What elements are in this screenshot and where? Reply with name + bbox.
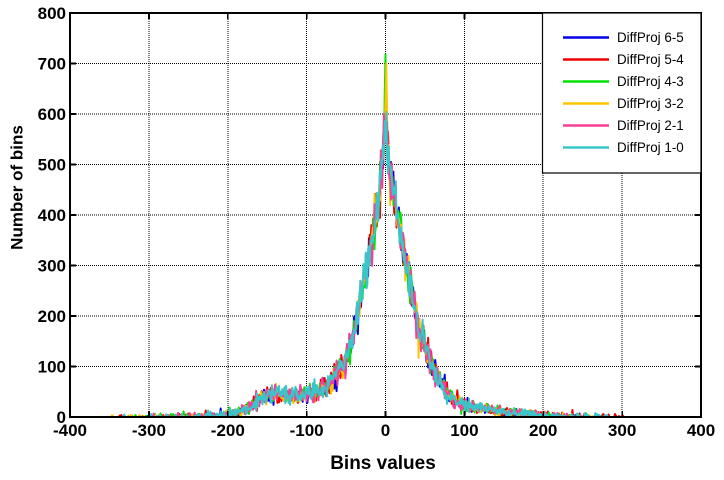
svg-text:300: 300 — [38, 257, 66, 276]
svg-text:400: 400 — [38, 206, 66, 225]
svg-text:200: 200 — [529, 421, 557, 440]
svg-text:-200: -200 — [211, 421, 245, 440]
svg-text:100: 100 — [38, 358, 66, 377]
svg-text:400: 400 — [687, 421, 715, 440]
svg-text:600: 600 — [38, 105, 66, 124]
svg-text:700: 700 — [38, 55, 66, 74]
svg-text:DiffProj 3-2: DiffProj 3-2 — [617, 96, 684, 111]
svg-text:Number of bins: Number of bins — [8, 125, 27, 250]
svg-text:800: 800 — [38, 4, 66, 23]
svg-text:DiffProj 4-3: DiffProj 4-3 — [617, 74, 684, 89]
svg-text:500: 500 — [38, 156, 66, 175]
svg-text:0: 0 — [57, 408, 66, 427]
svg-text:100: 100 — [450, 421, 478, 440]
svg-text:DiffProj 1-0: DiffProj 1-0 — [617, 140, 684, 155]
svg-text:-100: -100 — [290, 421, 324, 440]
svg-text:300: 300 — [608, 421, 636, 440]
svg-text:DiffProj 5-4: DiffProj 5-4 — [617, 52, 684, 67]
svg-text:-400: -400 — [53, 421, 87, 440]
svg-text:Bins values: Bins values — [330, 453, 436, 474]
svg-text:-300: -300 — [132, 421, 166, 440]
svg-text:DiffProj 2-1: DiffProj 2-1 — [617, 118, 684, 133]
svg-text:200: 200 — [38, 307, 66, 326]
svg-text:0: 0 — [381, 421, 390, 440]
svg-text:DiffProj 6-5: DiffProj 6-5 — [617, 30, 684, 45]
